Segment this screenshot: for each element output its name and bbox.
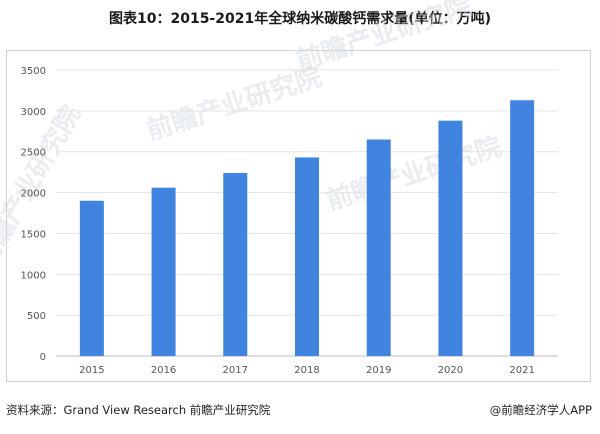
bar-2016 (151, 187, 176, 356)
bar-2020 (438, 120, 463, 356)
watermark-text: 前瞻产业研究院 (323, 131, 506, 217)
source-note: 资料来源：Grand View Research 前瞻产业研究院 (6, 403, 271, 417)
x-tick-label: 2018 (294, 365, 319, 376)
bar-2015 (79, 200, 104, 356)
y-tick-label: 0 (40, 352, 46, 363)
bar-2017 (223, 172, 248, 356)
chart-title: 图表10：2015-2021年全球纳米碳酸钙需求量(单位：万吨) (108, 11, 492, 27)
bar-2019 (366, 139, 391, 356)
y-tick-label: 1000 (21, 270, 46, 281)
watermark-text: 前瞻产业研究院 (293, 0, 476, 77)
x-axis-ticks: 2015 2016 2017 2018 2019 2020 2021 (79, 365, 535, 376)
x-tick-label: 2015 (79, 365, 104, 376)
y-tick-label: 2500 (21, 148, 46, 159)
watermark-text: 前瞻产业研究院 (143, 61, 326, 147)
y-tick-label: 3500 (21, 66, 46, 77)
chart-frame (6, 50, 591, 382)
bar-2021 (510, 100, 535, 356)
y-axis-ticks: 0 500 1000 1500 2000 2500 3000 3500 (21, 66, 46, 363)
x-tick-label: 2020 (438, 365, 463, 376)
x-tick-label: 2016 (151, 365, 176, 376)
x-tick-label: 2017 (223, 365, 248, 376)
y-tick-label: 2000 (21, 189, 46, 200)
watermark-text: 前瞻产业研究院 (0, 100, 87, 273)
x-tick-label: 2021 (509, 365, 534, 376)
y-tick-label: 1500 (21, 229, 46, 240)
bar-2018 (295, 157, 319, 356)
x-tick-label: 2019 (366, 365, 391, 376)
credit-note: @前瞻经济学人APP (489, 403, 592, 417)
y-tick-label: 3000 (21, 107, 46, 118)
y-tick-label: 500 (27, 311, 46, 322)
bars (79, 100, 535, 356)
